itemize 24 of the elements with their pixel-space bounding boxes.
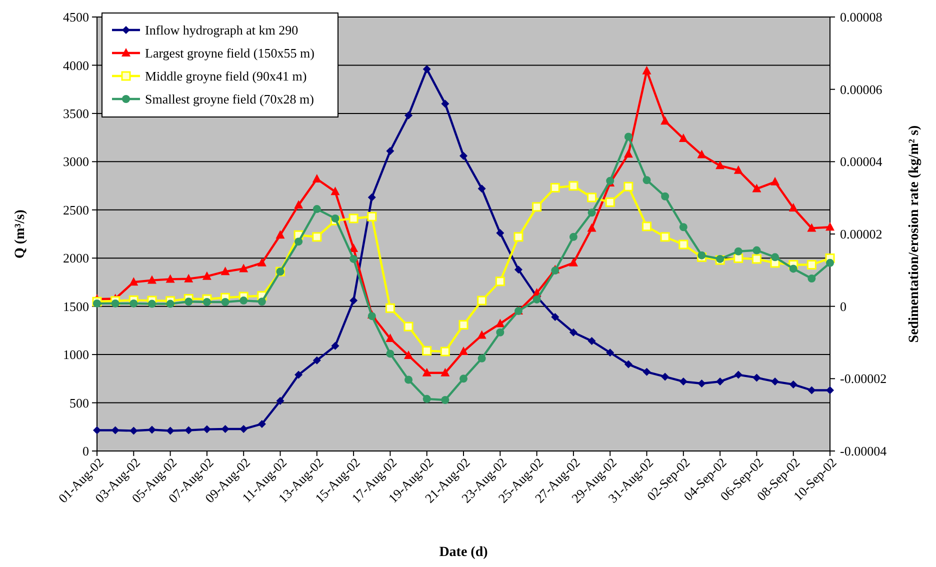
- y-tick-label: 500: [70, 395, 89, 410]
- y-tick-label: 4500: [63, 10, 89, 25]
- y-tick-label: 2500: [63, 202, 89, 218]
- y2-tick-label: 0.00006: [840, 82, 883, 97]
- y2-tick-label: 0: [840, 298, 846, 314]
- y2-axis-title: Sedimentation/erosion rate (kg/m² s): [907, 124, 922, 343]
- y2-tick-label: -0.00004: [840, 444, 888, 459]
- y-tick-label: 4000: [63, 58, 89, 73]
- y-tick-label: 0: [82, 444, 89, 459]
- legend-label: Middle groyne field (90x41 m): [145, 68, 307, 84]
- y-tick-label: 1500: [63, 298, 89, 314]
- legend-label: Largest groyne field (150x55 m): [145, 46, 314, 61]
- y-axis-title: Q (m³/s): [13, 209, 28, 258]
- x-axis-title: Date (d): [439, 545, 488, 560]
- y-tick-label: 3000: [63, 154, 89, 170]
- y2-tick-label: -0.00002: [840, 371, 887, 386]
- y2-tick-label: 0.00002: [840, 226, 882, 242]
- legend-label: Inflow hydrograph at km 290: [145, 22, 298, 38]
- legend-label: Smallest groyne field (70x28 m): [145, 92, 314, 107]
- y2-tick-label: 0.00008: [840, 10, 882, 25]
- y-tick-label: 1000: [63, 347, 89, 362]
- y-tick-label: 2000: [63, 250, 89, 266]
- y2-tick-label: 0.00004: [840, 154, 883, 170]
- y-tick-label: 3500: [63, 106, 89, 121]
